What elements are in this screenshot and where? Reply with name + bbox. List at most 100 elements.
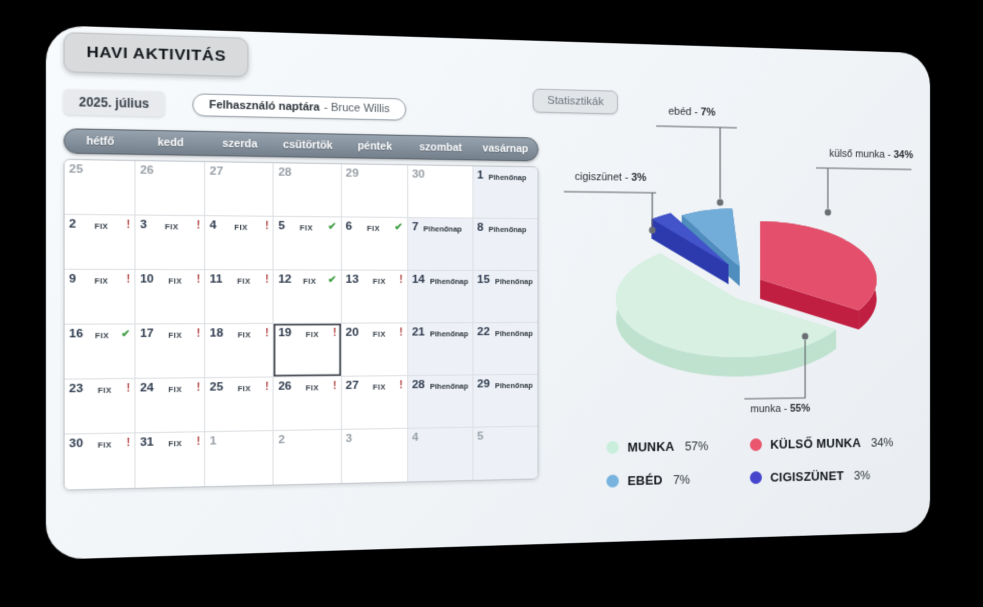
calendar-day-cell[interactable]: 2 FIX!: [64, 214, 136, 270]
day-number: 27: [209, 165, 224, 178]
calendar-day-cell[interactable]: 5: [473, 426, 538, 480]
pie-callout-ebed: ebéd - 7%: [668, 105, 716, 119]
calendar-day-cell[interactable]: 3: [341, 428, 408, 484]
calendar-day-cell[interactable]: 1 Pihenőnap: [473, 166, 538, 220]
legend-label: MUNKA: [627, 438, 675, 455]
legend-label: EBÉD: [627, 472, 663, 489]
day-number: 16: [69, 327, 84, 341]
alert-icon: !: [196, 328, 201, 340]
day-number: 27: [345, 379, 359, 393]
calendar-day-cell[interactable]: 7 Pihenőnap: [407, 218, 474, 271]
calendar-day-cell[interactable]: 3 FIX!: [135, 215, 206, 271]
alert-icon: !: [399, 380, 403, 392]
alert-icon: !: [126, 274, 131, 286]
calendar-day-cell[interactable]: 1: [205, 431, 275, 487]
alert-icon: !: [265, 220, 269, 233]
calendar-day-cell[interactable]: 5 FIX ✔: [274, 216, 342, 271]
calendar-day-cell[interactable]: 26 FIX!: [274, 376, 342, 432]
day-number: 29: [477, 378, 490, 391]
calendar-day-cell[interactable]: 13 FIX!: [341, 270, 408, 324]
day-number: 9: [69, 272, 77, 286]
calendar-day-cell[interactable]: 4 FIX!: [205, 216, 275, 271]
calendar-day-cell[interactable]: 28 Pihenőnap: [407, 375, 474, 429]
calendar-day-cell[interactable]: 8 Pihenőnap: [473, 218, 538, 272]
fix-shift-tag: FIX: [237, 383, 252, 394]
calendar-day-cell[interactable]: 24 FIX!: [135, 378, 206, 434]
alert-icon: !: [265, 274, 269, 286]
calendar-day-cell[interactable]: 20 FIX!: [341, 323, 408, 377]
fix-shift-tag: FIX: [97, 385, 112, 396]
calendar-day-cell[interactable]: 30: [407, 165, 474, 219]
calendar-day-cell[interactable]: 28: [274, 163, 342, 218]
calendar-day-cell[interactable]: 18 FIX!: [205, 323, 275, 379]
statistics-panel: Statisztikák ebéd - 7% külső: [531, 67, 926, 536]
calendar-day-cell[interactable]: 27: [205, 162, 275, 217]
day-number: 7: [411, 221, 419, 234]
legend-dot-icon: [606, 474, 619, 488]
calendar-day-cell[interactable]: 2: [274, 429, 342, 485]
calendar-day-cell[interactable]: 25 FIX!: [205, 377, 275, 433]
fix-shift-tag: FIX: [94, 221, 109, 232]
legend-value: 57%: [684, 438, 709, 453]
calendar-day-cell[interactable]: 12 FIX ✔: [274, 270, 342, 324]
calendar-day-cell[interactable]: 29 Pihenőnap: [473, 374, 538, 428]
calendar-day-cell[interactable]: 25: [64, 159, 136, 216]
calendar-day-cell[interactable]: 26: [135, 161, 206, 217]
rest-day-label: Pihenőnap: [423, 224, 462, 234]
user-calendar-pill[interactable]: Felhasználó naptára - Bruce Willis: [192, 93, 406, 121]
day-number: 13: [345, 273, 359, 286]
day-number: 26: [278, 380, 292, 393]
calendar-day-cell[interactable]: 21 Pihenőnap: [407, 323, 474, 377]
calendar-day-cell[interactable]: 29: [341, 164, 408, 219]
alert-icon: !: [126, 383, 131, 395]
legend-item: MUNKA 57%: [606, 438, 749, 456]
legend-dot-icon: [749, 471, 762, 485]
user-calendar-prefix: Felhasználó naptára: [209, 98, 320, 114]
weekday-label-1: kedd: [157, 136, 184, 150]
legend-dot-icon: [749, 438, 762, 452]
alert-icon: !: [399, 327, 403, 339]
day-number: 23: [69, 382, 84, 396]
calendar-toolbar: 2025. július Felhasználó naptára - Bruce …: [63, 89, 539, 124]
day-number: 19: [278, 326, 292, 340]
calendar-day-cell[interactable]: 22 Pihenőnap: [473, 322, 538, 376]
calendar-day-cell[interactable]: 15 Pihenőnap: [473, 270, 538, 324]
check-icon: ✔: [327, 221, 337, 233]
day-number: 20: [345, 326, 359, 339]
calendar-day-cell[interactable]: 10 FIX!: [135, 269, 206, 325]
alert-icon: !: [126, 219, 131, 232]
calendar-day-cell[interactable]: 4: [407, 427, 474, 482]
calendar-day-cell[interactable]: 30 FIX!: [64, 433, 136, 490]
pie-callout-munka: munka - 55%: [750, 402, 811, 416]
calendar-day-cell[interactable]: 9 FIX!: [64, 269, 136, 325]
fix-shift-tag: FIX: [234, 222, 248, 233]
weekday-label-2: szerda: [222, 137, 258, 151]
calendar-day-cell[interactable]: 19 FIX!: [274, 323, 342, 378]
legend-item: EBÉD 7%: [606, 471, 749, 489]
calendar-day-cell[interactable]: 6 FIX ✔: [341, 217, 408, 271]
day-number: 5: [278, 219, 285, 233]
pie-slice-cigiszünet: [651, 212, 729, 285]
user-name: - Bruce Willis: [323, 101, 390, 116]
calendar-panel: HAVI AKTIVITÁS 2025. július Felhasználó …: [63, 32, 539, 491]
check-icon: ✔: [394, 221, 403, 234]
calendar-day-cell[interactable]: 23 FIX!: [64, 378, 136, 435]
calendar-day-cell[interactable]: 14 Pihenőnap: [407, 270, 474, 324]
fix-shift-tag: FIX: [372, 329, 386, 339]
rest-day-label: Pihenőnap: [494, 276, 533, 287]
weekday-label-5: szombat: [419, 141, 463, 155]
calendar-day-cell[interactable]: 16 FIX ✔: [64, 324, 136, 380]
calendar-day-cell[interactable]: 31 FIX!: [135, 432, 206, 488]
calendar-day-cell[interactable]: 27 FIX!: [341, 376, 408, 430]
fix-shift-tag: FIX: [237, 276, 251, 286]
day-number: 25: [209, 381, 224, 394]
day-number: 28: [411, 378, 425, 392]
weekday-label-4: péntek: [357, 140, 393, 153]
rest-day-label: Pihenőnap: [429, 329, 469, 339]
legend: MUNKA 57% KÜLSŐ MUNKA 34% EBÉD 7% CIGISZÜNET 3%: [606, 434, 917, 488]
calendar-grid: 25 26 27 28 29 30 1 Pihenőnap 2 FIX! 3 FIX! 4 FIX! 5 FI…: [63, 158, 539, 491]
calendar-day-cell[interactable]: 11 FIX!: [205, 270, 275, 325]
day-number: 17: [139, 327, 154, 341]
calendar-day-cell[interactable]: 17 FIX!: [135, 324, 206, 379]
